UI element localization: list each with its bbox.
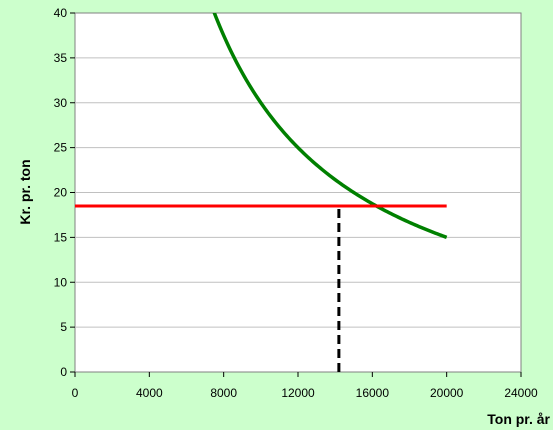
y-tick-label: 5 bbox=[60, 320, 67, 334]
x-tick-label: 24000 bbox=[504, 386, 538, 400]
x-axis-title: Ton pr. år bbox=[487, 411, 550, 427]
y-tick-label: 15 bbox=[54, 230, 68, 244]
y-axis-title: Kr. pr. ton bbox=[17, 159, 33, 224]
y-tick-label: 20 bbox=[54, 186, 68, 200]
series-layer bbox=[75, 13, 448, 372]
x-tick-label: 0 bbox=[72, 386, 79, 400]
x-tick-label: 4000 bbox=[136, 386, 163, 400]
y-tick-label: 0 bbox=[60, 365, 67, 379]
series-curve bbox=[212, 13, 448, 240]
y-tick-label: 35 bbox=[54, 51, 68, 65]
y-tick-label: 10 bbox=[54, 275, 68, 289]
x-tick-label: 20000 bbox=[430, 386, 464, 400]
y-tick-label: 40 bbox=[54, 6, 68, 20]
y-tick-label: 25 bbox=[54, 141, 68, 155]
x-tick-label: 8000 bbox=[210, 386, 237, 400]
x-tick-label: 12000 bbox=[281, 386, 315, 400]
y-tick-label: 30 bbox=[54, 96, 68, 110]
x-tick-label: 16000 bbox=[356, 386, 390, 400]
tick-labels: 0 5 10 15 20 25 30 35 40 0 4000 8000 12000 16000 20000… bbox=[54, 6, 538, 400]
